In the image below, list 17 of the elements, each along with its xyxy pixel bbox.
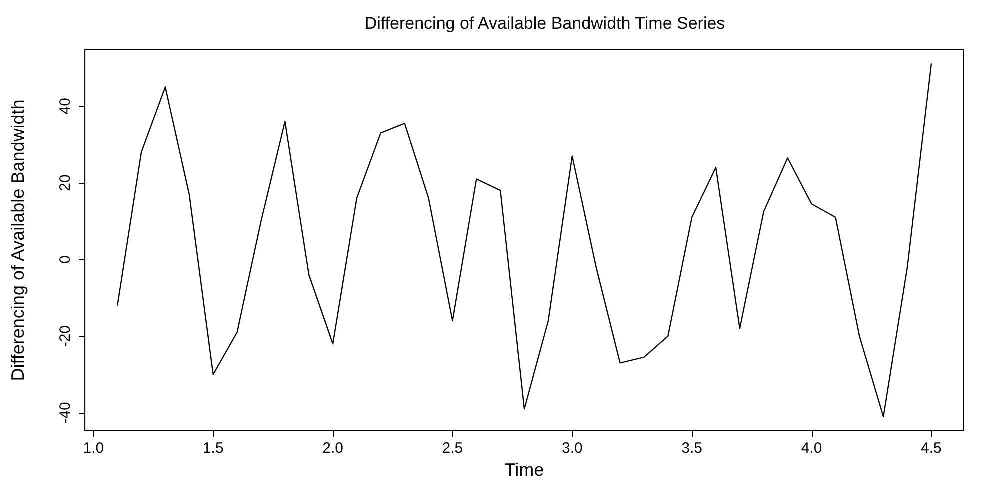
chart-title: Differencing of Available Bandwidth Time Series — [364, 14, 726, 33]
x-tick-label: 1.0 — [83, 440, 104, 457]
x-tick-label: 4.0 — [801, 440, 822, 457]
y-tick-label: 40 — [57, 98, 74, 115]
y-axis-title: Differencing of Available Bandwidth — [8, 100, 28, 382]
x-tick-label: 1.5 — [202, 440, 224, 457]
x-axis-title: Time — [504, 460, 544, 480]
x-tick-label: 3.5 — [682, 440, 703, 457]
line-series — [117, 64, 932, 418]
y-tick-label: -20 — [57, 325, 74, 348]
x-tick-label: 3.0 — [562, 440, 583, 457]
y-tick-label: 20 — [57, 174, 74, 192]
x-tick-label: 2.0 — [322, 440, 344, 457]
x-tick-label: 2.5 — [442, 440, 464, 457]
y-tick-label: -40 — [57, 402, 74, 424]
y-tick-label: 0 — [57, 255, 74, 264]
x-tick-label: 4.5 — [921, 440, 942, 457]
